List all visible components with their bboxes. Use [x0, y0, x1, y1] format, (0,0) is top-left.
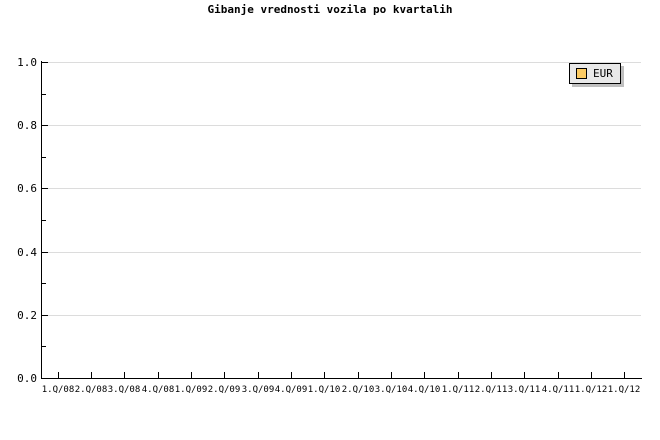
y-tick-major	[42, 378, 48, 379]
x-axis-line	[41, 378, 642, 379]
x-axis-label: 3.Q/08	[107, 385, 141, 395]
x-axis-label: 1.Q/08	[41, 385, 75, 395]
x-tick	[558, 372, 559, 378]
y-axis-label: 0.6	[17, 182, 37, 195]
y-tick-minor	[42, 346, 46, 347]
y-tick-major	[42, 62, 48, 63]
y-tick-minor	[42, 157, 46, 158]
x-axis-label: 1.Q/10	[307, 385, 341, 395]
plot-area	[41, 62, 641, 378]
x-axis-label: 1.Q/12	[574, 385, 608, 395]
chart-legend[interactable]: EUR	[569, 63, 621, 84]
x-tick	[424, 372, 425, 378]
gridline-y	[41, 315, 641, 316]
legend-swatch-eur	[576, 68, 587, 79]
x-axis-label: 4.Q/11	[541, 385, 575, 395]
y-axis-label: 1.0	[17, 56, 37, 69]
x-axis-label: 2.Q/09	[207, 385, 241, 395]
x-tick	[591, 372, 592, 378]
y-tick-major	[42, 315, 48, 316]
x-tick	[458, 372, 459, 378]
x-tick	[224, 372, 225, 378]
y-tick-major	[42, 188, 48, 189]
chart-title: Gibanje vrednosti vozila po kvartalih	[207, 3, 453, 16]
x-tick	[158, 372, 159, 378]
x-axis-label: 3.Q/09	[241, 385, 275, 395]
x-axis-label: 1.Q/12	[607, 385, 641, 395]
y-axis-label: 0.0	[17, 372, 37, 385]
y-axis-line	[41, 61, 42, 379]
x-tick	[624, 372, 625, 378]
x-tick	[191, 372, 192, 378]
y-tick-major	[42, 252, 48, 253]
y-axis-label: 0.2	[17, 309, 37, 322]
x-tick	[291, 372, 292, 378]
y-tick-minor	[42, 220, 46, 221]
y-tick-major	[42, 125, 48, 126]
y-axis-label: 0.4	[17, 246, 37, 259]
x-axis-label: 4.Q/09	[274, 385, 308, 395]
x-axis-label: 2.Q/08	[74, 385, 108, 395]
x-axis-label: 2.Q/11	[474, 385, 508, 395]
y-tick-minor	[42, 94, 46, 95]
x-tick	[491, 372, 492, 378]
x-tick	[524, 372, 525, 378]
x-tick	[324, 372, 325, 378]
y-tick-minor	[42, 283, 46, 284]
x-axis-label: 2.Q/10	[341, 385, 375, 395]
x-axis-label: 3.Q/10	[374, 385, 408, 395]
gridline-y	[41, 62, 641, 63]
y-axis-label: 0.8	[17, 119, 37, 132]
x-axis-label: 1.Q/11	[441, 385, 475, 395]
x-axis-label: 3.Q/11	[507, 385, 541, 395]
x-tick	[124, 372, 125, 378]
x-axis-label: 4.Q/10	[407, 385, 441, 395]
x-tick	[358, 372, 359, 378]
x-tick	[258, 372, 259, 378]
x-tick	[58, 372, 59, 378]
gridline-y	[41, 188, 641, 189]
gridline-y	[41, 125, 641, 126]
x-axis-label: 4.Q/08	[141, 385, 175, 395]
gridline-y	[41, 252, 641, 253]
legend-label-eur: EUR	[593, 67, 613, 80]
x-axis-label: 1.Q/09	[174, 385, 208, 395]
x-tick	[391, 372, 392, 378]
x-tick	[91, 372, 92, 378]
